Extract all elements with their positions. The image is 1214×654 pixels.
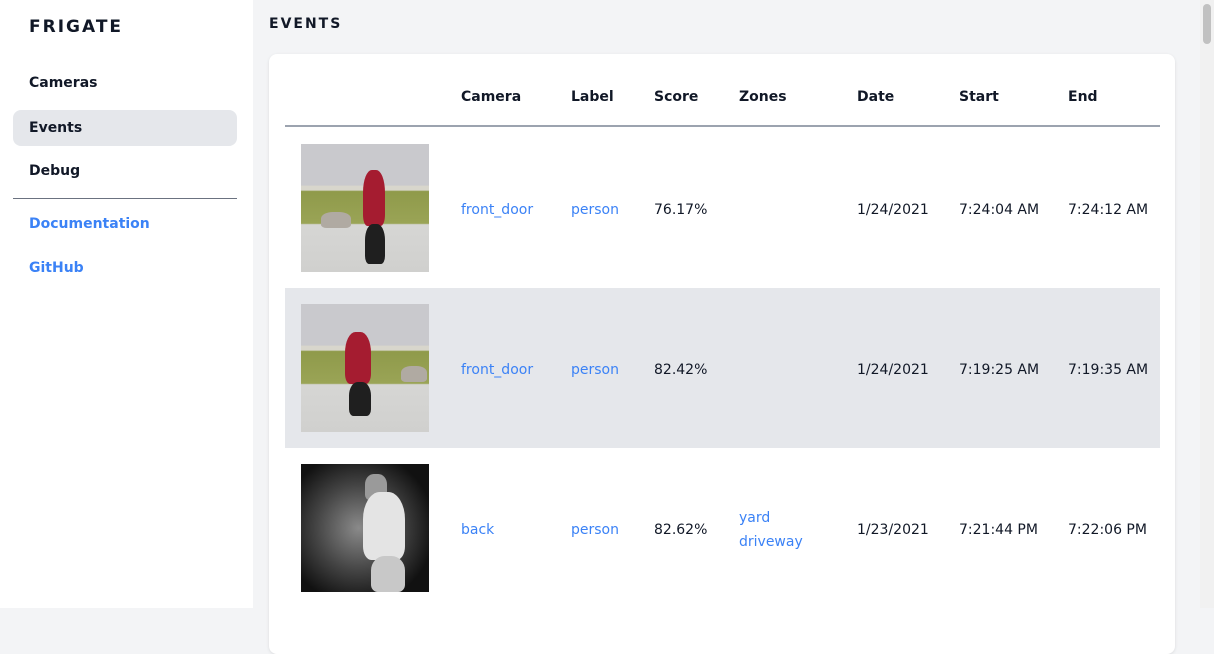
column-score: Score [654, 89, 699, 105]
event-thumbnail[interactable] [301, 464, 429, 592]
date: 1/24/2021 [857, 362, 929, 378]
scrollbar[interactable] [1200, 0, 1214, 608]
table-header: Camera Label Score Zones Date Start End [285, 54, 1160, 127]
column-date: Date [857, 89, 895, 105]
sidebar-item-debug[interactable]: Debug [29, 163, 81, 179]
date: 1/24/2021 [857, 202, 929, 218]
end-time: 7:22:06 PM [1068, 522, 1147, 538]
sidebar-link-github[interactable]: GitHub [29, 260, 84, 276]
table-row[interactable]: front_door person 76.17% 1/24/2021 7:24:… [285, 128, 1160, 288]
scrollbar-thumb[interactable] [1203, 4, 1211, 44]
brand-logo: FRIGATE [29, 17, 124, 37]
label-link[interactable]: person [571, 362, 619, 378]
event-thumbnail[interactable] [301, 304, 429, 432]
column-zones: Zones [739, 89, 787, 105]
camera-link[interactable]: back [461, 522, 495, 538]
label-link[interactable]: person [571, 202, 619, 218]
score: 76.17% [654, 202, 708, 218]
page-title: EVENTS [269, 16, 343, 32]
sidebar-link-documentation[interactable]: Documentation [29, 216, 150, 232]
zone-yard[interactable]: yard [739, 510, 771, 526]
end-time: 7:24:12 AM [1068, 202, 1149, 218]
sidebar-divider [13, 198, 237, 199]
zone-driveway[interactable]: driveway [739, 534, 803, 550]
table-row[interactable]: back person 82.62% yard driveway 1/23/20… [285, 448, 1160, 608]
camera-link[interactable]: front_door [461, 202, 534, 218]
events-table: Camera Label Score Zones Date Start End … [269, 54, 1175, 654]
score: 82.62% [654, 522, 708, 538]
start-time: 7:19:25 AM [959, 362, 1040, 378]
column-camera: Camera [461, 89, 522, 105]
column-end: End [1068, 89, 1098, 105]
camera-link[interactable]: front_door [461, 362, 534, 378]
column-start: Start [959, 89, 999, 105]
score: 82.42% [654, 362, 708, 378]
table-row[interactable]: front_door person 82.42% 1/24/2021 7:19:… [285, 288, 1160, 448]
sidebar-item-events[interactable]: Events [13, 110, 237, 146]
start-time: 7:21:44 PM [959, 522, 1038, 538]
column-label: Label [571, 89, 614, 105]
start-time: 7:24:04 AM [959, 202, 1040, 218]
event-thumbnail[interactable] [301, 144, 429, 272]
end-time: 7:19:35 AM [1068, 362, 1149, 378]
date: 1/23/2021 [857, 522, 929, 538]
sidebar: FRIGATE Cameras Events Debug Documentati… [0, 0, 253, 608]
sidebar-item-cameras[interactable]: Cameras [29, 75, 98, 91]
zones: yard driveway [739, 506, 803, 554]
label-link[interactable]: person [571, 522, 619, 538]
